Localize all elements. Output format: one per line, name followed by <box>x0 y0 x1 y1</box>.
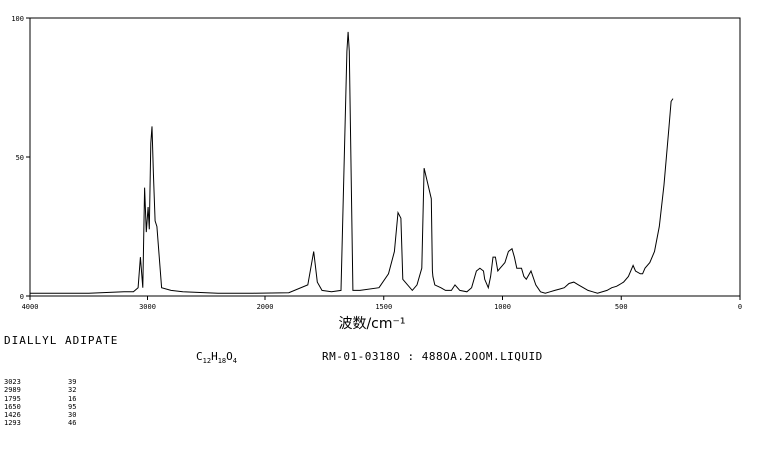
peak-row: 2989 32 <box>4 386 98 394</box>
peak-intensity: 46 <box>68 419 77 428</box>
x-tick-label: 1000 <box>494 303 511 311</box>
peak-row: 3023 39 <box>4 378 98 386</box>
peak-wavenumber: 1795 <box>4 394 21 403</box>
plot-area <box>30 31 674 294</box>
formula-h-count: 18 <box>217 357 227 366</box>
spectrum-line <box>30 31 674 294</box>
peak-wavenumber: 1293 <box>4 419 21 428</box>
formula-c-count: 12 <box>202 357 212 366</box>
peak-wavenumber: 1426 <box>4 411 21 420</box>
x-axis-label: 波数/cm⁻¹ <box>338 316 405 332</box>
peak-table: 3023 39 2989 32 1795 16 1650 95 1426 30 1293 46 <box>4 378 98 428</box>
x-tick-label: 500 <box>615 303 628 311</box>
x-tick-label: 4000 <box>22 303 39 311</box>
peak-row: 1650 95 <box>4 403 98 411</box>
plot-frame <box>29 17 741 297</box>
peak-row: 1293 46 <box>4 419 98 427</box>
x-tick-label: 2000 <box>257 303 274 311</box>
peak-wavenumber: 1650 <box>4 402 21 411</box>
x-tick-label: 3000 <box>139 303 156 311</box>
y-tick-label: 50 <box>16 154 24 162</box>
formula-c: C <box>196 350 203 363</box>
ir-spectrum-chart: 0 50 100 4000 3000 2000 1500 1000 500 0 波数/cm⁻¹ <box>11 15 742 332</box>
molecular-formula: C12H18O4 <box>196 350 237 365</box>
peak-row: 1426 30 <box>4 411 98 419</box>
x-tick-label: 0 <box>738 303 742 311</box>
chart-axes <box>29 17 741 297</box>
peak-wavenumber: 3023 <box>4 378 21 386</box>
peak-row: 1795 16 <box>4 395 98 403</box>
x-tick-label: 1500 <box>375 303 392 311</box>
peak-intensity: 95 <box>68 402 77 411</box>
spectrum-record-id: RM-01-0318O : 488OA.2OOM.LIQUID <box>322 350 543 363</box>
peak-intensity: 39 <box>68 378 77 386</box>
peak-intensity: 30 <box>68 411 77 420</box>
formula-h: H <box>211 350 218 363</box>
formula-o-count: 4 <box>232 357 237 366</box>
formula-o: O <box>226 350 233 363</box>
peak-intensity: 16 <box>68 394 77 403</box>
y-tick-label: 0 <box>20 293 24 301</box>
peak-intensity: 32 <box>68 386 77 395</box>
y-axis-ticks: 0 50 100 <box>11 15 30 301</box>
peak-wavenumber: 2989 <box>4 386 21 395</box>
x-axis-ticks: 4000 3000 2000 1500 1000 500 0 <box>22 296 742 311</box>
compound-name: DIALLYL ADIPATE <box>4 334 119 347</box>
y-tick-label: 100 <box>11 15 24 23</box>
